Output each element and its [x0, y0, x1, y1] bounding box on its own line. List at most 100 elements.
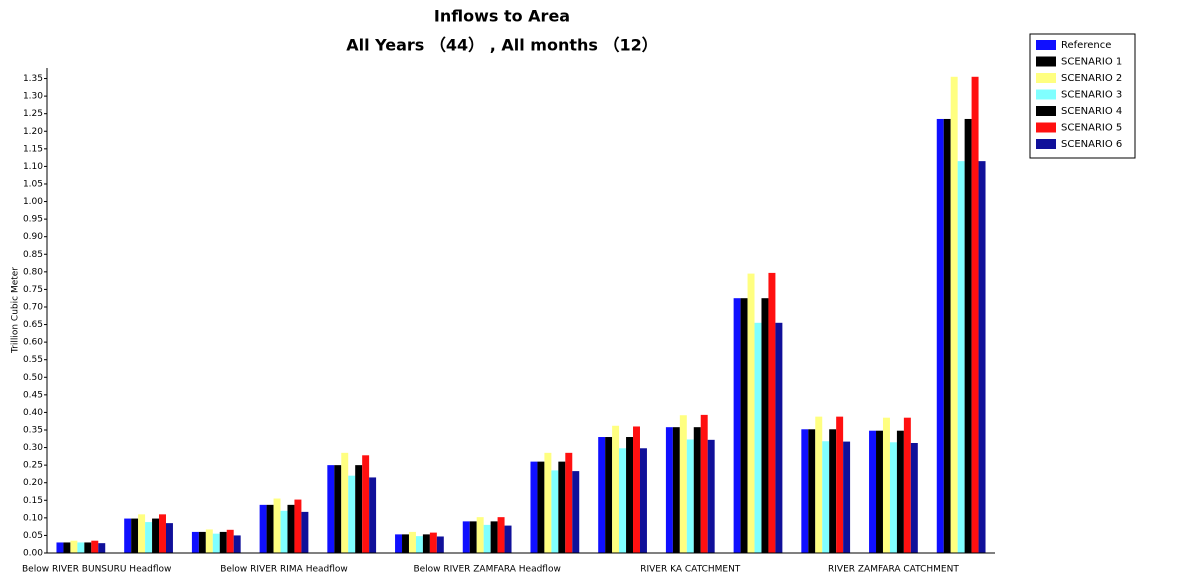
bar	[191, 531, 199, 553]
bar	[957, 161, 965, 553]
y-tick-label: 0.20	[23, 478, 43, 488]
bar	[619, 448, 627, 553]
y-tick-label: 0.60	[23, 338, 43, 348]
bar	[138, 514, 146, 553]
legend-label: SCENARIO 6	[1061, 139, 1122, 150]
bar	[476, 517, 484, 553]
bar	[815, 416, 823, 553]
bar	[530, 461, 538, 553]
x-tick-label: Below RIVER BUNSURU Headflow	[22, 565, 171, 575]
bar	[978, 161, 986, 553]
legend-swatch	[1036, 106, 1056, 116]
legend-label: SCENARIO 2	[1061, 73, 1122, 84]
chart-subtitle: All Years （44） , All months （12）	[346, 36, 658, 55]
bar	[77, 542, 85, 553]
bar	[84, 542, 92, 553]
bar	[504, 525, 512, 553]
y-tick-label: 0.15	[23, 496, 43, 506]
bar	[369, 477, 377, 553]
legend-swatch	[1036, 73, 1056, 83]
bar	[693, 427, 701, 553]
legend-label: SCENARIO 3	[1061, 90, 1122, 101]
y-tick-label: 0.80	[23, 267, 43, 277]
bar	[740, 298, 748, 553]
legend-label: SCENARIO 4	[1061, 106, 1122, 117]
y-tick-label: 0.55	[23, 355, 43, 365]
bar	[775, 322, 783, 553]
y-tick-label: 0.35	[23, 425, 43, 435]
bar	[497, 517, 505, 553]
bar	[334, 465, 342, 553]
bar	[152, 518, 160, 553]
bar	[462, 521, 470, 553]
bar	[754, 322, 762, 553]
bar	[801, 429, 809, 553]
bar	[429, 532, 437, 553]
legend-label: SCENARIO 5	[1061, 123, 1122, 134]
bar	[672, 427, 680, 553]
legend-swatch	[1036, 122, 1056, 133]
y-tick-label: 0.95	[23, 215, 43, 225]
bar	[301, 511, 309, 553]
y-tick-label: 0.30	[23, 443, 43, 453]
bar	[287, 504, 295, 553]
legend-swatch	[1036, 56, 1056, 67]
y-tick-label: 0.10	[23, 513, 43, 523]
y-tick-label: 1.20	[23, 127, 43, 137]
y-tick-label: 0.50	[23, 373, 43, 383]
bar	[415, 536, 423, 553]
y-tick-label: 1.30	[23, 92, 43, 102]
bar	[633, 426, 640, 553]
y-tick-label: 0.00	[23, 549, 43, 559]
bar	[537, 461, 545, 553]
bar	[943, 118, 951, 553]
bar	[829, 429, 837, 553]
bar	[98, 543, 106, 553]
bar	[280, 510, 288, 553]
y-tick-label: 0.40	[23, 408, 43, 418]
bar	[910, 442, 918, 553]
bar	[198, 531, 206, 553]
bar	[768, 272, 776, 553]
bar	[822, 441, 830, 553]
bar	[700, 414, 708, 553]
bar	[219, 531, 227, 553]
y-tick-label: 1.05	[23, 179, 43, 189]
y-tick-label: 0.85	[23, 250, 43, 260]
y-tick-label: 1.15	[23, 144, 43, 154]
y-tick-label: 0.75	[23, 285, 43, 295]
bar	[565, 452, 573, 553]
bar	[63, 542, 71, 553]
bar	[348, 475, 356, 553]
bar	[422, 534, 430, 553]
bar	[490, 521, 498, 553]
bar	[836, 416, 844, 553]
y-tick-label: 0.25	[23, 461, 43, 471]
bar	[226, 529, 234, 553]
legend-label: SCENARIO 1	[1061, 57, 1122, 68]
y-tick-label: 0.45	[23, 390, 43, 400]
bar	[327, 465, 335, 553]
legend-swatch	[1036, 139, 1056, 149]
bar	[605, 437, 613, 553]
y-tick-label: 0.90	[23, 232, 43, 242]
bar	[733, 298, 741, 553]
bar	[598, 437, 606, 553]
y-tick-label: 1.25	[23, 109, 43, 119]
x-tick-label: Below RIVER ZAMFARA Headflow	[413, 565, 560, 575]
bar	[124, 518, 132, 553]
bar	[273, 498, 281, 553]
bar	[686, 439, 694, 553]
bar	[761, 298, 769, 553]
bar	[572, 471, 580, 553]
legend-swatch	[1036, 89, 1056, 100]
y-axis-label: Trillion Cubic Meter	[11, 267, 21, 354]
bar	[395, 534, 403, 553]
bar	[843, 441, 851, 553]
bar	[639, 448, 647, 553]
bar	[551, 470, 559, 553]
bar	[903, 417, 911, 553]
bar	[971, 76, 979, 554]
bar	[665, 427, 673, 553]
chart-title: Inflows to Area	[434, 7, 570, 26]
